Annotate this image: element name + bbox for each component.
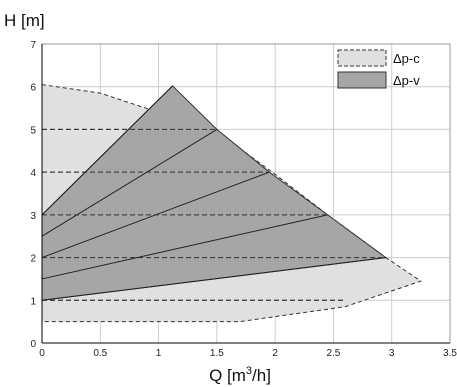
x-tick-label-1: 0.5 <box>93 348 107 359</box>
axes <box>41 43 451 344</box>
legend-label-dp-v: Δp-v <box>393 73 420 88</box>
y-tick-label-1: 1 <box>30 296 36 307</box>
y-tick-label-0: 0 <box>30 339 36 350</box>
x-tick-label-2: 1 <box>156 348 162 359</box>
legend-swatch-dp-v <box>337 71 387 89</box>
dp-v-control-curve-0 <box>41 257 386 301</box>
dp-v-control-curve-3 <box>41 129 218 237</box>
series-dp-v <box>41 85 388 301</box>
x-tick-label-6: 3 <box>389 348 395 359</box>
y-tick-label-3: 3 <box>30 211 36 222</box>
x-tick-label-7: 3.5 <box>443 348 457 359</box>
y-tick-label-6: 6 <box>30 83 36 94</box>
legend: Δp-c Δp-v <box>337 49 420 89</box>
y-tick-label-5: 5 <box>30 125 36 136</box>
x-tick-label-3: 1.5 <box>210 348 224 359</box>
y-tick-label-4: 4 <box>30 168 36 179</box>
x-axis-title-superscript: 3 <box>246 365 252 377</box>
tick-labels: 0 0.5 1 1.5 2 2.5 3 3.5 0 1 2 3 4 5 6 7 <box>30 40 457 359</box>
dp-v-control-curve-4 <box>41 85 173 216</box>
y-axis-title: H [m] <box>4 11 45 30</box>
x-axis-title-unit: /h] <box>252 366 271 385</box>
x-tick-label-4: 2 <box>272 348 278 359</box>
y-tick-label-7: 7 <box>30 40 36 51</box>
legend-swatch-dp-c <box>337 49 387 67</box>
legend-label-dp-c: Δp-c <box>393 51 420 66</box>
y-tick-label-2: 2 <box>30 254 36 265</box>
x-tick-label-5: 2.5 <box>326 348 340 359</box>
x-axis-title: Q [m3/h] <box>209 365 271 385</box>
dp-v-control-curve-1 <box>41 214 328 280</box>
x-tick-label-0: 0 <box>39 348 45 359</box>
x-axis-title-base: Q [m <box>209 366 246 385</box>
